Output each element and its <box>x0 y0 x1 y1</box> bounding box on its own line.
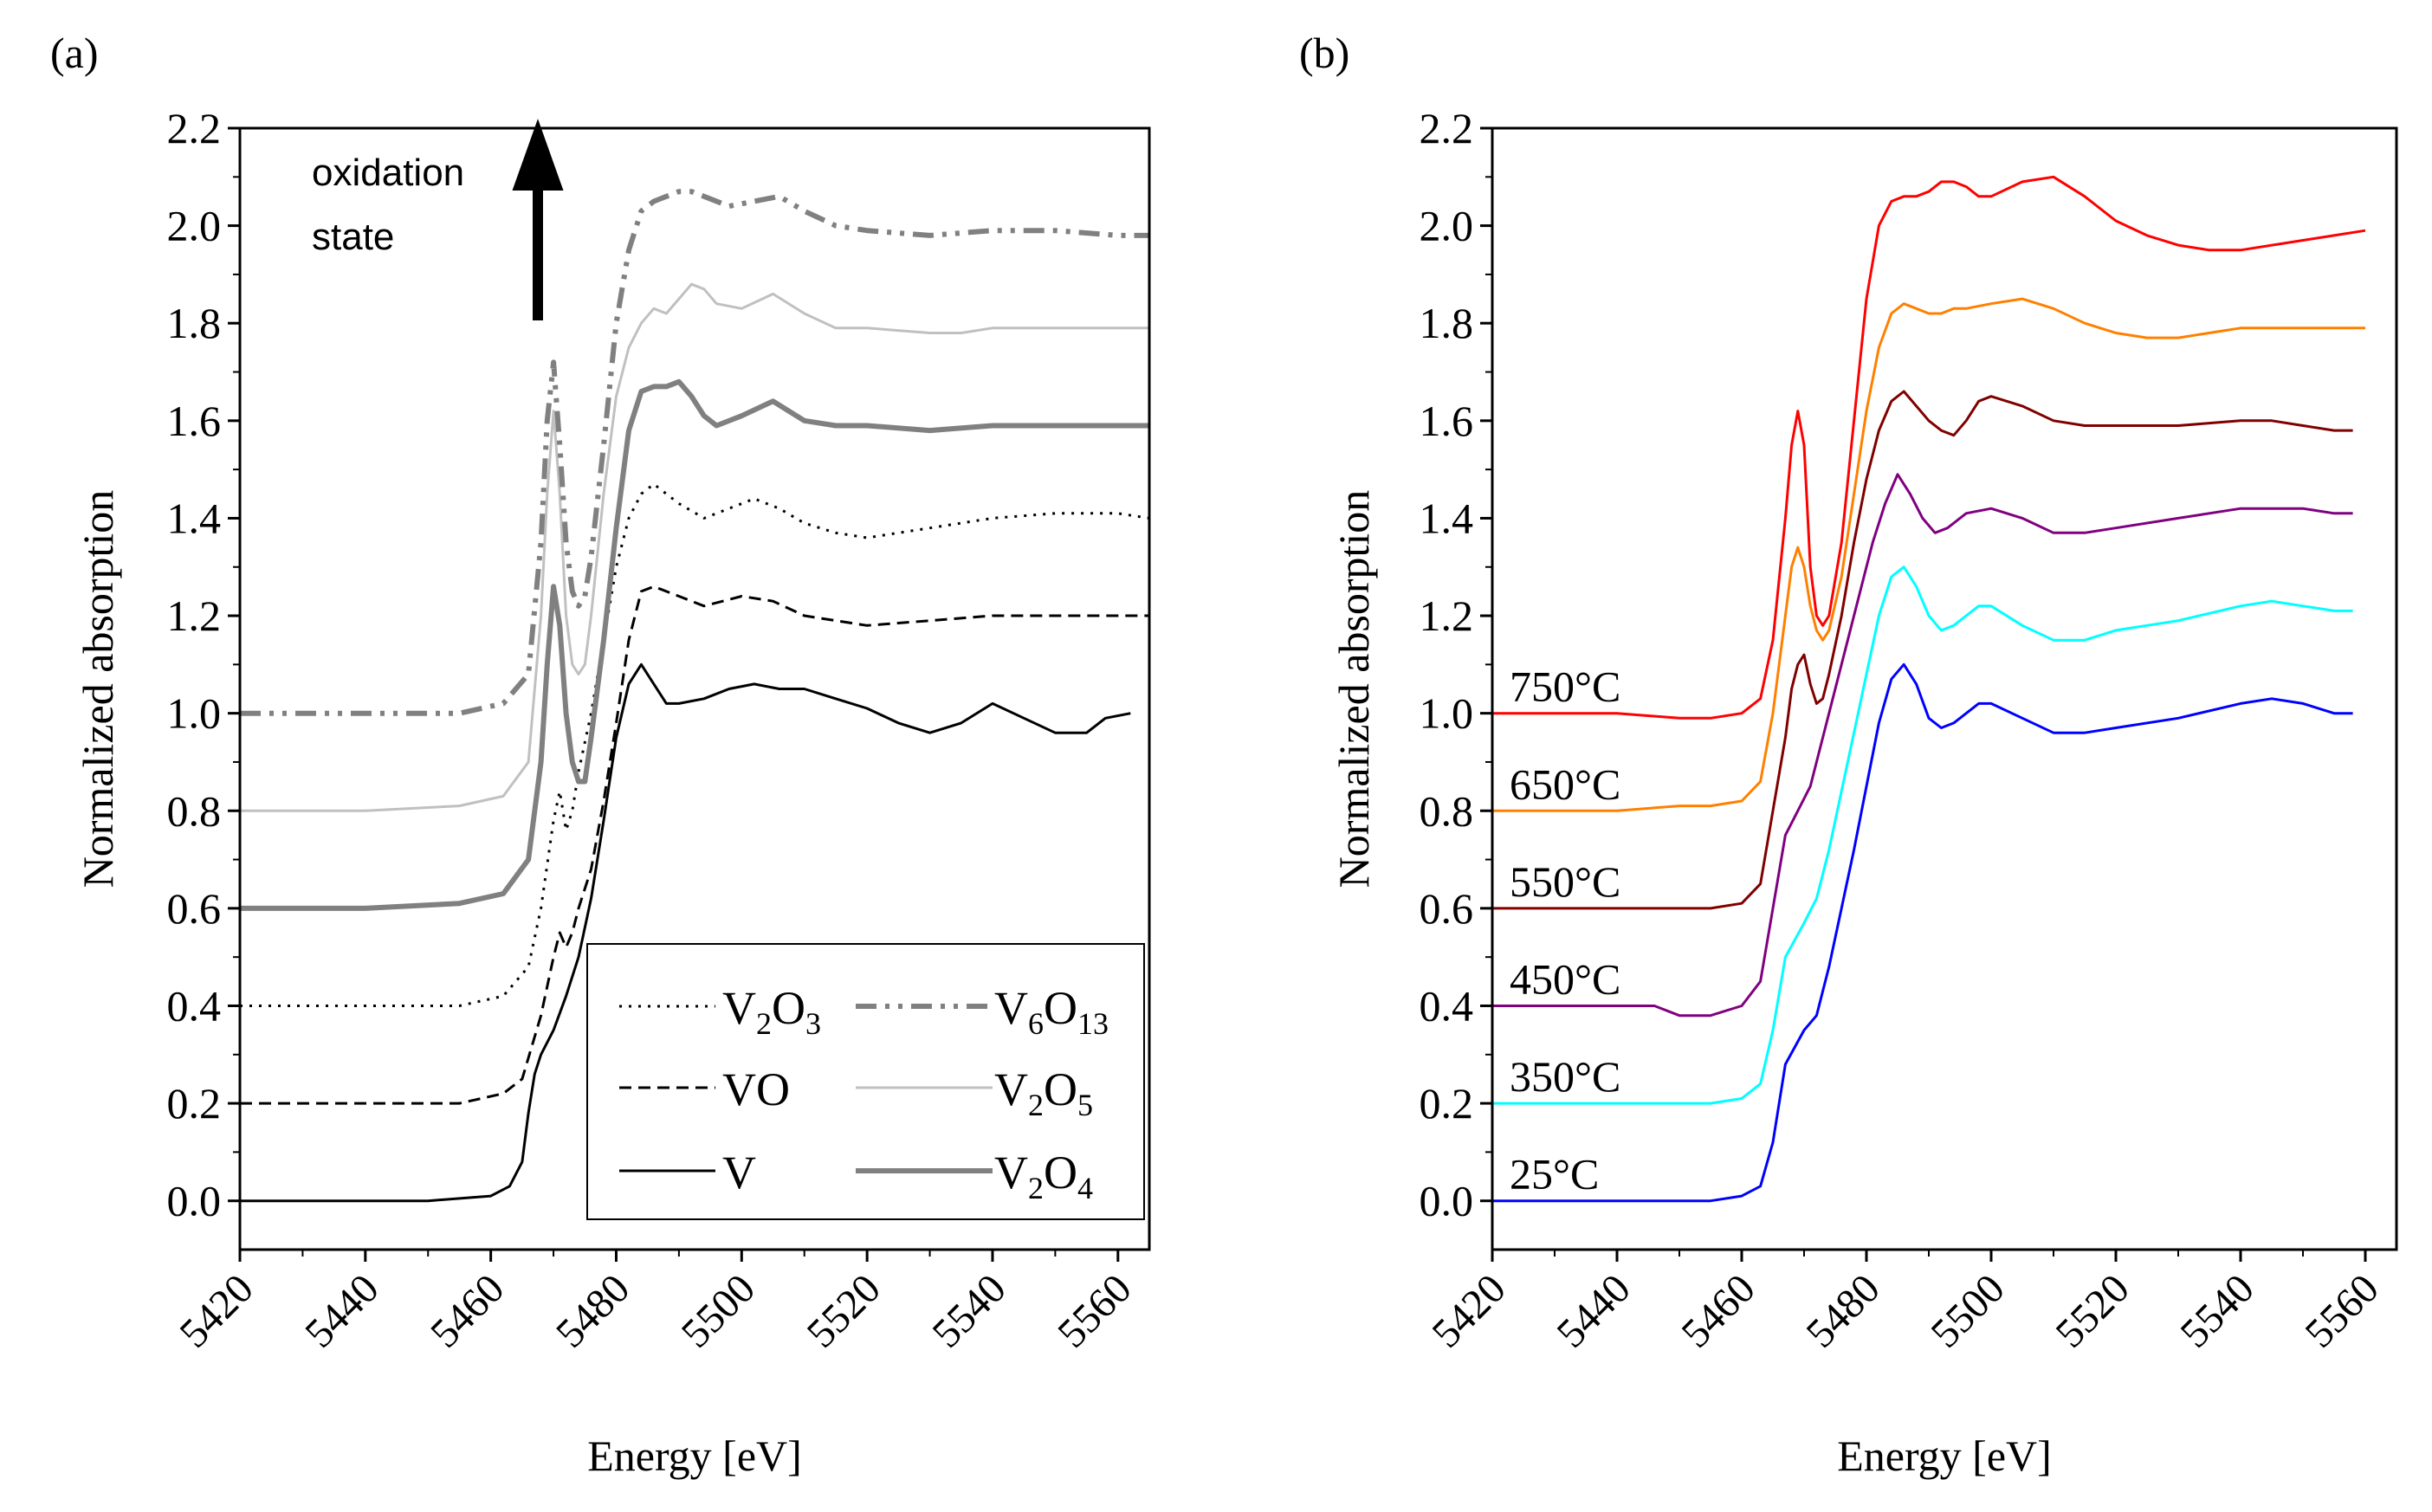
chart-b: 0.0 0.2 0.4 0.6 0.8 1.0 1.2 1.4 1.6 1.8 2.0 2.2 5420… <box>1329 104 2398 1480</box>
y-tick-label: 1.8 <box>167 299 222 347</box>
chart-b-y-axis-label: Normalized absorption <box>1329 490 1378 888</box>
series-25c-line <box>1492 662 2353 1203</box>
y-tick-label: 1.2 <box>167 591 222 640</box>
series-v2o4-line <box>240 378 1149 911</box>
x-tick-label: 5560 <box>2296 1265 2387 1356</box>
x-tick-label: 5500 <box>673 1265 764 1356</box>
legend-item-v2o4: V2O4 <box>856 1147 1093 1205</box>
x-tick-label: 5480 <box>1797 1265 1888 1356</box>
y-tick-label: 1.4 <box>167 494 222 542</box>
curve-label-350c: 350°C <box>1510 1052 1620 1101</box>
chart-a-x-axis-label: Energy [eV] <box>587 1431 802 1480</box>
series-v6o13-line <box>240 189 1149 716</box>
x-tick-label: 5520 <box>2047 1265 2138 1356</box>
x-tick-label: 5560 <box>1049 1265 1140 1356</box>
chart-b-axis-frame <box>1491 126 2398 1251</box>
curve-label-750c: 750°C <box>1510 662 1620 711</box>
y-tick-label: 1.0 <box>1420 689 1474 738</box>
oxidation-arrow-icon <box>512 119 564 320</box>
x-tick-label: 5480 <box>547 1265 638 1356</box>
legend-label-v6o13: V6O13 <box>994 982 1109 1041</box>
chart-a-axis-frame <box>238 126 1151 1251</box>
y-tick-label: 0.2 <box>1420 1079 1474 1128</box>
panel-label-a: (a) <box>50 29 99 77</box>
y-tick-label: 0.4 <box>1420 981 1474 1030</box>
y-tick-label: 0.2 <box>167 1079 222 1128</box>
chart-a-y-axis-label: Normalized absorption <box>74 490 122 888</box>
series-350c-line <box>1492 565 2353 1105</box>
legend-label-v2o5: V2O5 <box>994 1063 1093 1122</box>
curve-label-550c: 550°C <box>1510 857 1620 906</box>
y-tick-label: 2.2 <box>1420 104 1474 152</box>
series-650c-line <box>1492 297 2365 812</box>
x-tick-label: 5460 <box>1672 1265 1763 1356</box>
x-tick-label: 5520 <box>799 1265 889 1356</box>
legend-item-v2o3: V2O3 <box>619 982 821 1041</box>
y-tick-label: 2.0 <box>167 202 222 250</box>
y-tick-label: 1.8 <box>1420 299 1474 347</box>
y-tick-label: 0.4 <box>167 981 222 1030</box>
y-tick-label: 2.0 <box>1420 202 1474 250</box>
y-tick-label: 1.4 <box>1420 494 1474 542</box>
chart-b-x-axis-label: Energy [eV] <box>1837 1431 2052 1480</box>
y-tick-label: 2.2 <box>167 104 222 152</box>
legend-label-v2o4: V2O4 <box>994 1147 1093 1205</box>
chart-a-series <box>240 189 1150 1203</box>
y-tick-label: 1.2 <box>1420 591 1474 640</box>
series-750c-line <box>1492 175 2366 720</box>
series-v-line <box>240 662 1131 1203</box>
x-tick-label: 5460 <box>422 1265 513 1356</box>
x-tick-label: 5440 <box>296 1265 387 1356</box>
y-tick-label: 0.8 <box>1420 786 1474 835</box>
y-tick-label: 1.0 <box>167 689 222 738</box>
x-tick-label: 5500 <box>1922 1265 2013 1356</box>
curve-label-650c: 650°C <box>1510 759 1620 808</box>
series-550c-line <box>1492 390 2353 910</box>
x-tick-label: 5540 <box>2171 1265 2262 1356</box>
chart-a: 0.0 0.2 0.4 0.6 0.8 1.0 1.2 1.4 1.6 1.8 2.0 2.2 5420… <box>74 104 1151 1480</box>
x-tick-label: 5440 <box>1548 1265 1639 1356</box>
oxidation-label-line2: state <box>312 216 394 258</box>
curve-label-450c: 450°C <box>1510 954 1620 1003</box>
y-tick-label: 0.6 <box>1420 884 1474 933</box>
legend-item-v2o5: V2O5 <box>856 1063 1093 1122</box>
x-tick-label: 5540 <box>923 1265 1014 1356</box>
legend-label-v: V <box>722 1147 756 1199</box>
series-450c-line <box>1492 473 2353 1018</box>
oxidation-annotation: oxidation state <box>312 119 564 320</box>
y-tick-label: 0.0 <box>167 1177 222 1225</box>
y-tick-label: 0.6 <box>167 884 222 933</box>
y-tick-label: 0.0 <box>1420 1177 1474 1225</box>
series-vo-line <box>240 585 1149 1105</box>
y-tick-label: 1.6 <box>1420 397 1474 445</box>
curve-label-25c: 25°C <box>1510 1150 1599 1199</box>
legend-label-vo: VO <box>722 1063 790 1115</box>
chart-b-series <box>1492 175 2366 1203</box>
panel-label-b: (b) <box>1299 29 1349 77</box>
series-v2o5-line <box>240 282 1149 812</box>
chart-a-legend: V2O3 V6O13 VO V2O5 V V2O4 <box>586 943 1145 1220</box>
y-tick-label: 1.6 <box>167 397 222 445</box>
x-tick-label: 5420 <box>171 1265 262 1356</box>
y-tick-label: 0.8 <box>167 786 222 835</box>
legend-label-v2o3: V2O3 <box>722 982 821 1041</box>
chart-b-curve-labels: 750°C 650°C 550°C 450°C 350°C 25°C <box>1510 662 1620 1199</box>
legend-item-vo: VO <box>619 1063 790 1115</box>
legend-item-v: V <box>619 1147 756 1199</box>
series-v2o3-line <box>240 482 1150 1007</box>
legend-item-v6o13: V6O13 <box>856 982 1109 1041</box>
oxidation-label-line1: oxidation <box>312 152 464 194</box>
x-tick-label: 5420 <box>1423 1265 1514 1356</box>
